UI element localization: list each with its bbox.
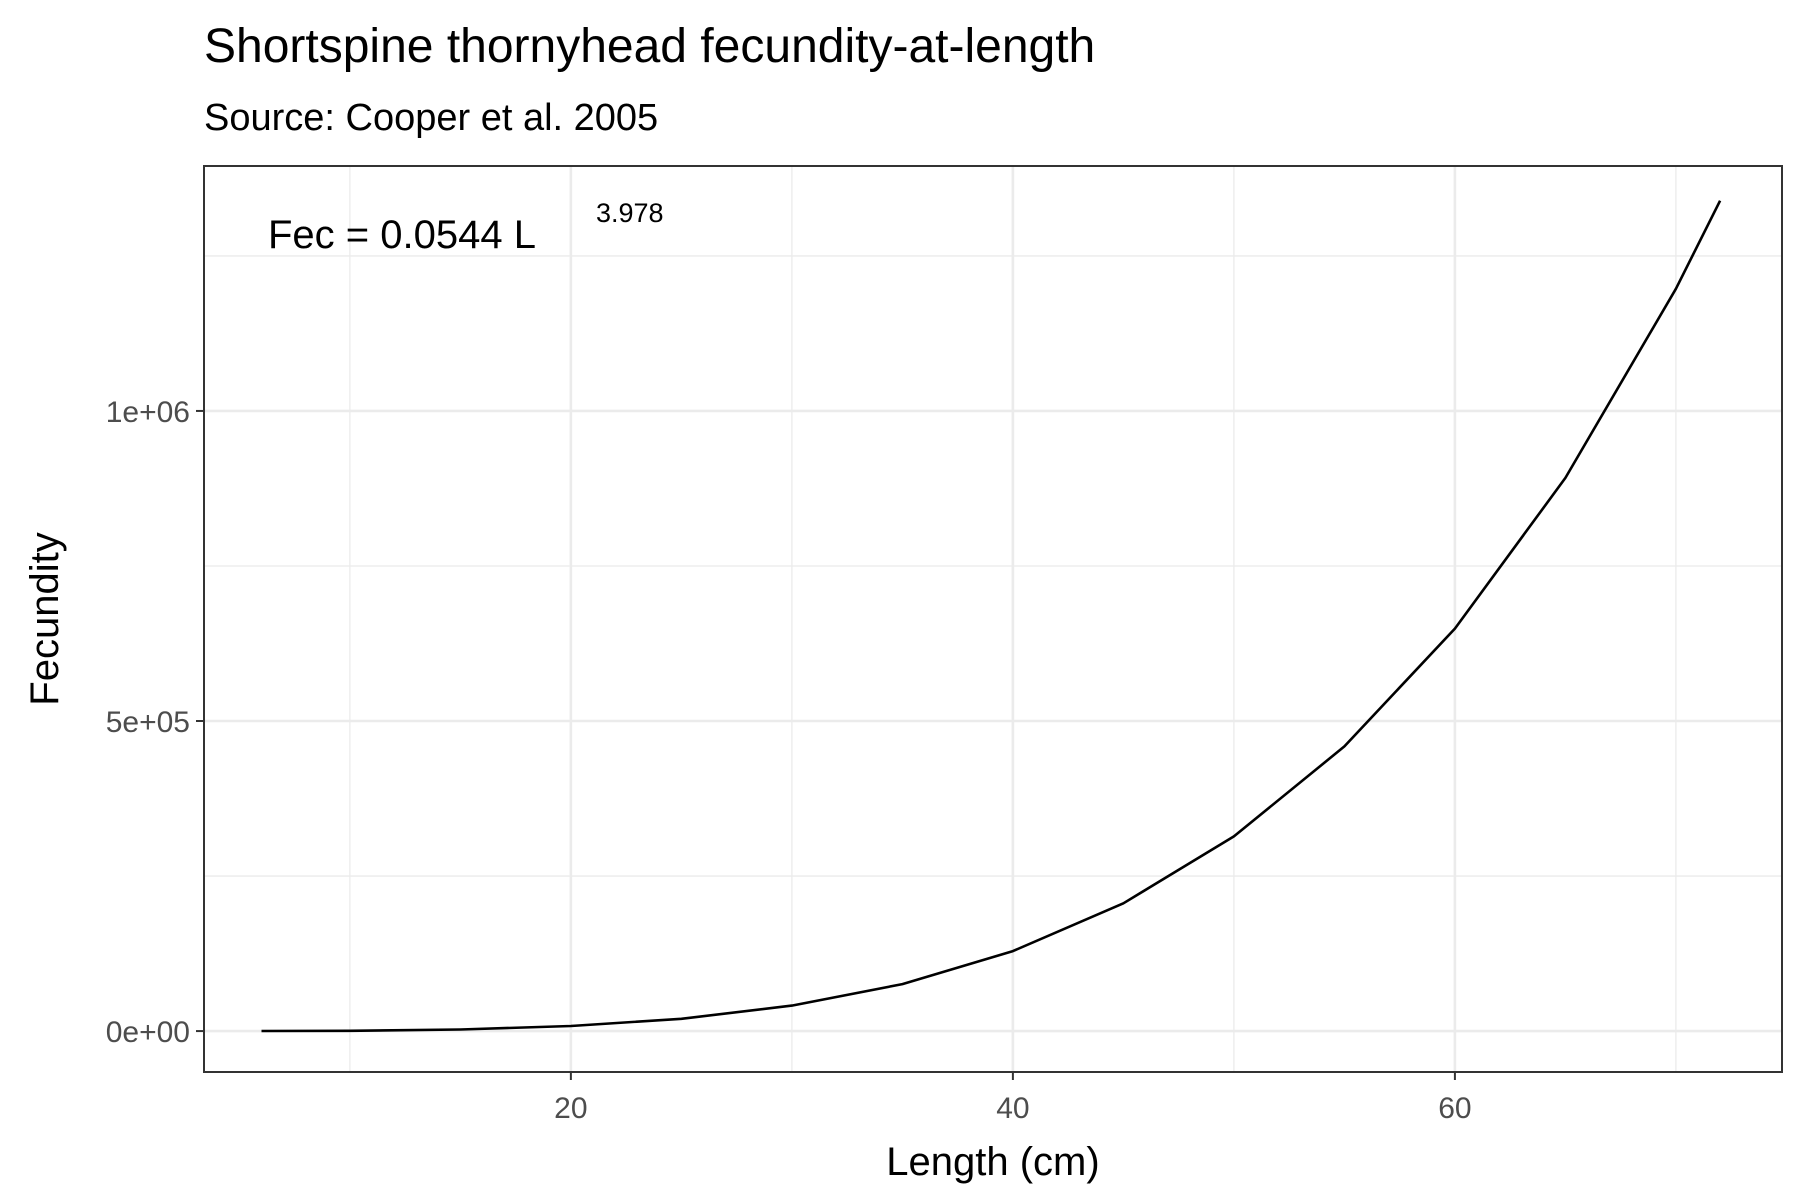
y-tick-label: 1e+06	[106, 396, 190, 429]
x-axis: 20 40 60	[554, 1072, 1472, 1125]
x-axis-title: Length (cm)	[886, 1140, 1099, 1184]
y-axis: 0e+00 5e+05 1e+06	[106, 396, 204, 1049]
panel-border	[203, 165, 1783, 1073]
fecundity-curve	[261, 200, 1722, 1033]
equation-exponent: 3.978	[596, 198, 664, 228]
equation-annotation: Fec = 0.0544 L	[268, 213, 536, 257]
series-layer	[261, 200, 1722, 1033]
y-axis-title: Fecundity	[23, 532, 67, 705]
y-tick-label: 0e+00	[106, 1016, 190, 1049]
chart-title: Shortspine thornyhead fecundity-at-lengt…	[204, 20, 1095, 73]
x-tick-label: 40	[996, 1092, 1029, 1125]
y-tick-label: 5e+05	[106, 706, 190, 739]
chart-subtitle: Source: Cooper et al. 2005	[204, 97, 658, 139]
grid-minor	[204, 166, 1782, 1072]
x-tick-label: 20	[554, 1092, 587, 1125]
grid-major	[204, 166, 1782, 1072]
x-tick-label: 60	[1438, 1092, 1471, 1125]
